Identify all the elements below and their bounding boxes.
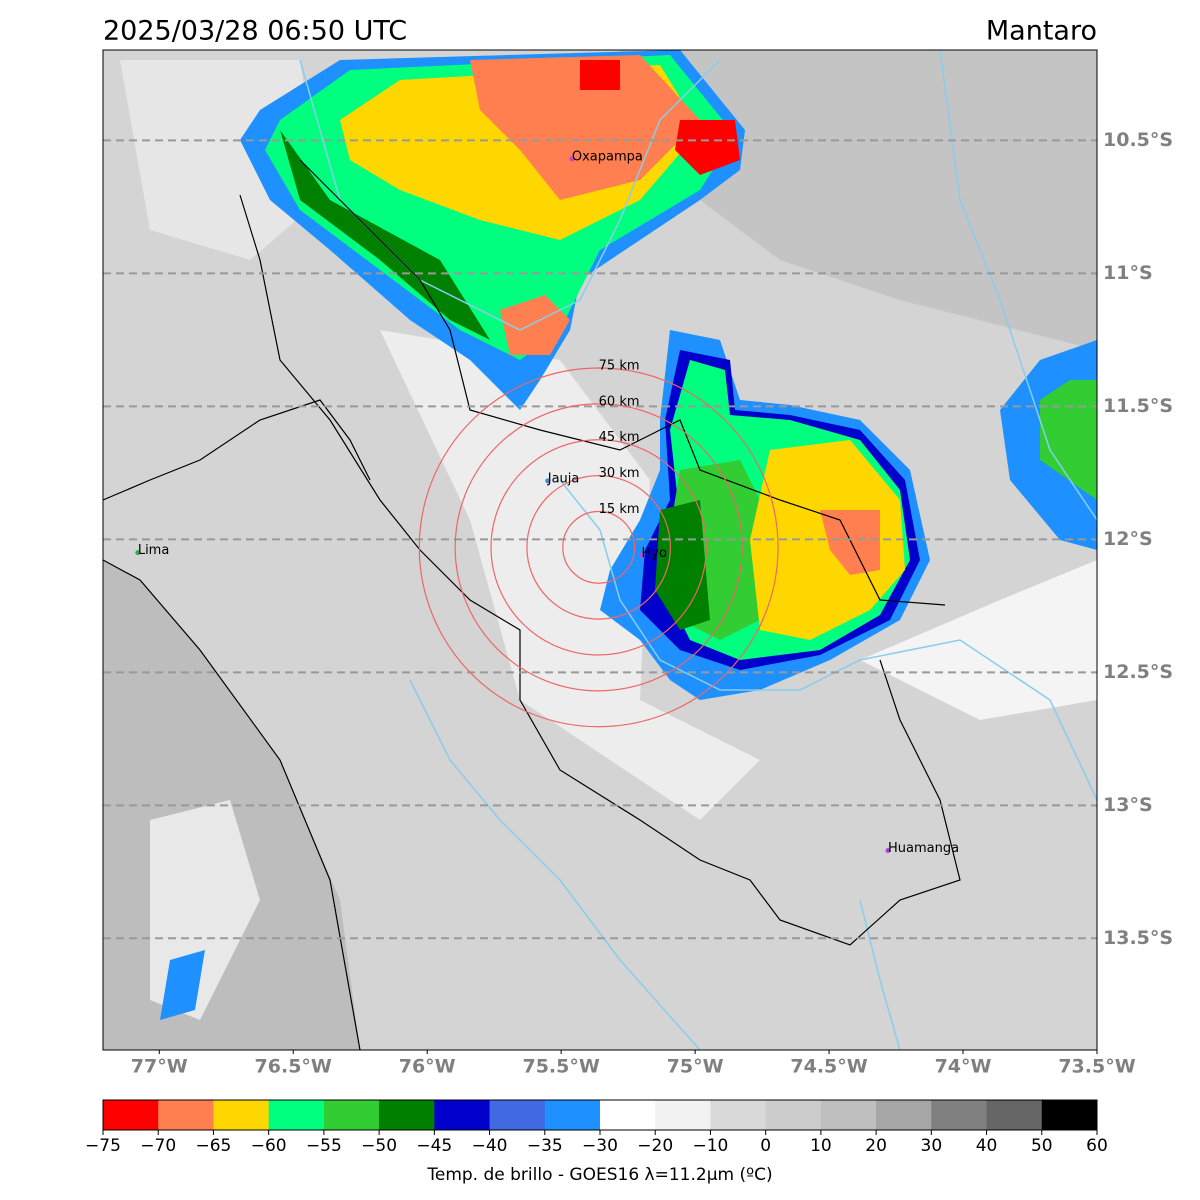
colorbar-tick-label: 40 [976,1136,998,1156]
lon-tick-label: 75.5°W [522,1056,599,1078]
city-label: Oxapampa [572,150,643,165]
lat-tick-label: 10.5°S [1103,129,1173,151]
colorbar-segment [986,1100,1043,1130]
colorbar-tick-label: −40 [472,1136,508,1156]
colorbar-segment [544,1100,601,1130]
colorbar-segment [876,1100,932,1130]
colorbar-tick-label: −20 [637,1136,673,1156]
colorbar-tick-label: −70 [140,1136,176,1156]
colorbar-tick-label: −65 [195,1136,231,1156]
lat-tick-label: 12°S [1103,528,1153,550]
colorbar-tick-label: −45 [416,1136,452,1156]
range-ring [490,439,707,656]
range-ring-label: 30 km [599,466,640,481]
region: Mantaro [986,16,1097,47]
lat-tick-label: 13.5°S [1103,927,1173,949]
city-label: Lima [138,543,169,558]
city-label: Jauja [547,471,580,486]
title: 2025/03/28 06:50 UTC [103,16,407,47]
range-ring-label: 15 km [599,502,640,517]
colorbar-segment [710,1100,767,1130]
range-ring [526,474,672,620]
imagery [103,50,1097,1050]
range-ring-label: 75 km [599,358,640,373]
colorbar-tick-label: 10 [810,1136,832,1156]
colorbar-tick-label: 50 [1031,1136,1053,1156]
lat-tick-label: 11°S [1103,262,1153,284]
colorbar-tick-label: −75 [85,1136,121,1156]
colorbar-segment [820,1100,877,1130]
city-marker [135,550,141,556]
colorbar-segment [931,1100,988,1130]
range-ring [454,403,743,692]
lon-tick-label: 77°W [131,1056,188,1078]
city-label: Huamanga [888,841,959,856]
map-frame [102,49,1098,1051]
colorbar-tick-label: −30 [582,1136,618,1156]
range-ring [418,367,779,728]
lat-tick-label: 13°S [1103,794,1153,816]
lat-tick-label: 11.5°S [1103,395,1173,417]
colorbar-tick-label: −10 [692,1136,728,1156]
colorbar-tick-label: 20 [865,1136,887,1156]
colorbar-segment [600,1100,656,1130]
range-ring [562,510,636,584]
colorbar-tick-label: −60 [251,1136,287,1156]
colorbar-segment [765,1100,822,1130]
colorbar-segment [213,1100,270,1130]
colorbar-tick-label: −55 [306,1136,342,1156]
colorbar-segment [268,1100,325,1130]
range-ring-label: 45 km [599,430,640,445]
city-label: Hyo [642,546,667,561]
city-marker [639,552,645,558]
colorbar-tick-label: 60 [1086,1136,1108,1156]
colorbar-segment [434,1100,491,1130]
city-marker [569,156,575,162]
colorbar-tick-label: −50 [361,1136,397,1156]
lon-tick-label: 76°W [399,1056,456,1078]
colorbar-label: Temp. de brillo - GOES16 λ=11.2μm (ºC) [426,1165,772,1185]
city-marker [545,478,551,484]
colorbar-segment [323,1100,380,1130]
colorbar-segment [489,1100,546,1130]
city-marker [885,848,891,854]
lon-tick-label: 75°W [667,1056,724,1078]
lon-tick-label: 76.5°W [255,1056,332,1078]
lat-tick-label: 12.5°S [1103,661,1173,683]
lon-tick-label: 74.5°W [790,1056,867,1078]
lon-tick-label: 73.5°W [1058,1056,1135,1078]
colorbar-segment [1041,1100,1098,1130]
colorbar-segment [655,1100,711,1130]
colorbar-tick-label: 30 [921,1136,943,1156]
graticule [103,139,1097,940]
range-ring-label: 60 km [599,394,640,409]
colorbar-tick-label: 0 [760,1136,771,1156]
colorbar-segment [103,1100,159,1130]
colorbar-segment [379,1100,435,1130]
lon-tick-label: 74°W [935,1056,992,1078]
colorbar-tick-label: −35 [527,1136,563,1156]
colorbar-segment [158,1100,214,1130]
